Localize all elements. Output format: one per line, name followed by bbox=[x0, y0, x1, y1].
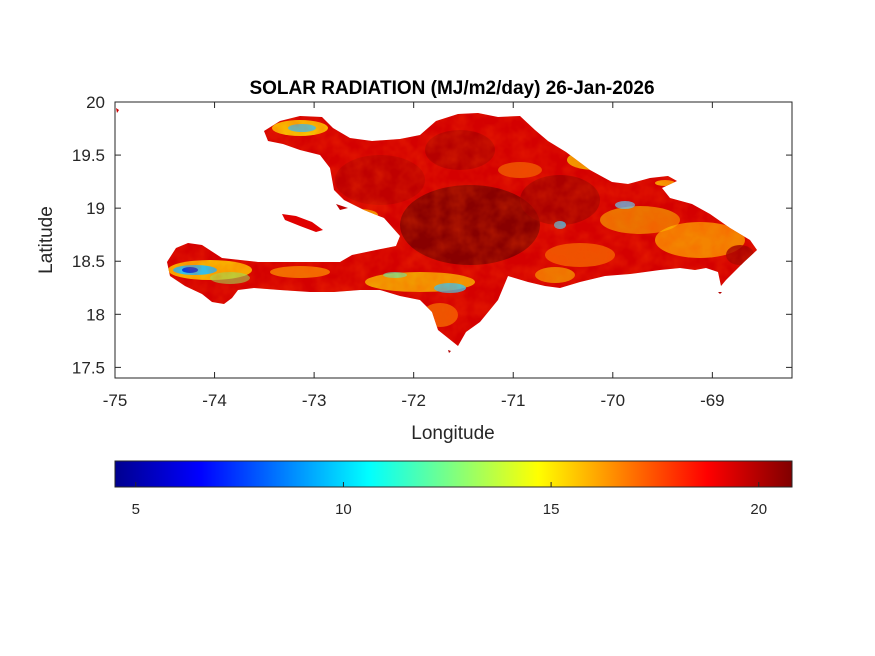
colorbar-tick-label: 10 bbox=[335, 501, 352, 518]
x-axis-ticks: -75 -74 -73 -72 -71 -70 -69 bbox=[103, 102, 725, 410]
chart-title: SOLAR RADIATION (MJ/m2/day) 26-Jan-2026 bbox=[249, 78, 654, 99]
colorbar-tick-label: 15 bbox=[543, 501, 560, 518]
island-speck-3 bbox=[448, 350, 451, 353]
y-tick-label: 18.5 bbox=[72, 252, 105, 271]
y-tick-label: 19 bbox=[86, 199, 105, 218]
colorbar: 5 10 15 20 bbox=[114, 460, 793, 518]
x-tick-label: -70 bbox=[601, 391, 626, 410]
island-speck-1 bbox=[116, 108, 119, 113]
x-tick-label: -74 bbox=[202, 391, 227, 410]
y-axis-ticks: 17.5 18 18.5 19 19.5 20 bbox=[72, 93, 792, 377]
x-axis-label: Longitude bbox=[411, 423, 494, 444]
island-tortue bbox=[336, 204, 348, 210]
x-tick-label: -73 bbox=[302, 391, 327, 410]
y-tick-label: 20 bbox=[86, 93, 105, 112]
colorbar-gradient bbox=[114, 460, 793, 488]
x-tick-label: -72 bbox=[401, 391, 426, 410]
x-tick-label: -75 bbox=[103, 391, 128, 410]
x-tick-label: -69 bbox=[700, 391, 725, 410]
island-gonave bbox=[282, 214, 323, 232]
y-axis-label: Latitude bbox=[36, 206, 57, 274]
y-tick-label: 18 bbox=[86, 305, 105, 324]
colorbar-ticks: 5 10 15 20 bbox=[132, 482, 767, 518]
y-tick-label: 17.5 bbox=[72, 358, 105, 377]
island-speck-2 bbox=[718, 292, 722, 294]
colorbar-tick-label: 20 bbox=[750, 501, 767, 518]
colorbar-tick-label: 5 bbox=[132, 501, 140, 518]
y-tick-label: 19.5 bbox=[72, 146, 105, 165]
x-tick-label: -71 bbox=[501, 391, 526, 410]
